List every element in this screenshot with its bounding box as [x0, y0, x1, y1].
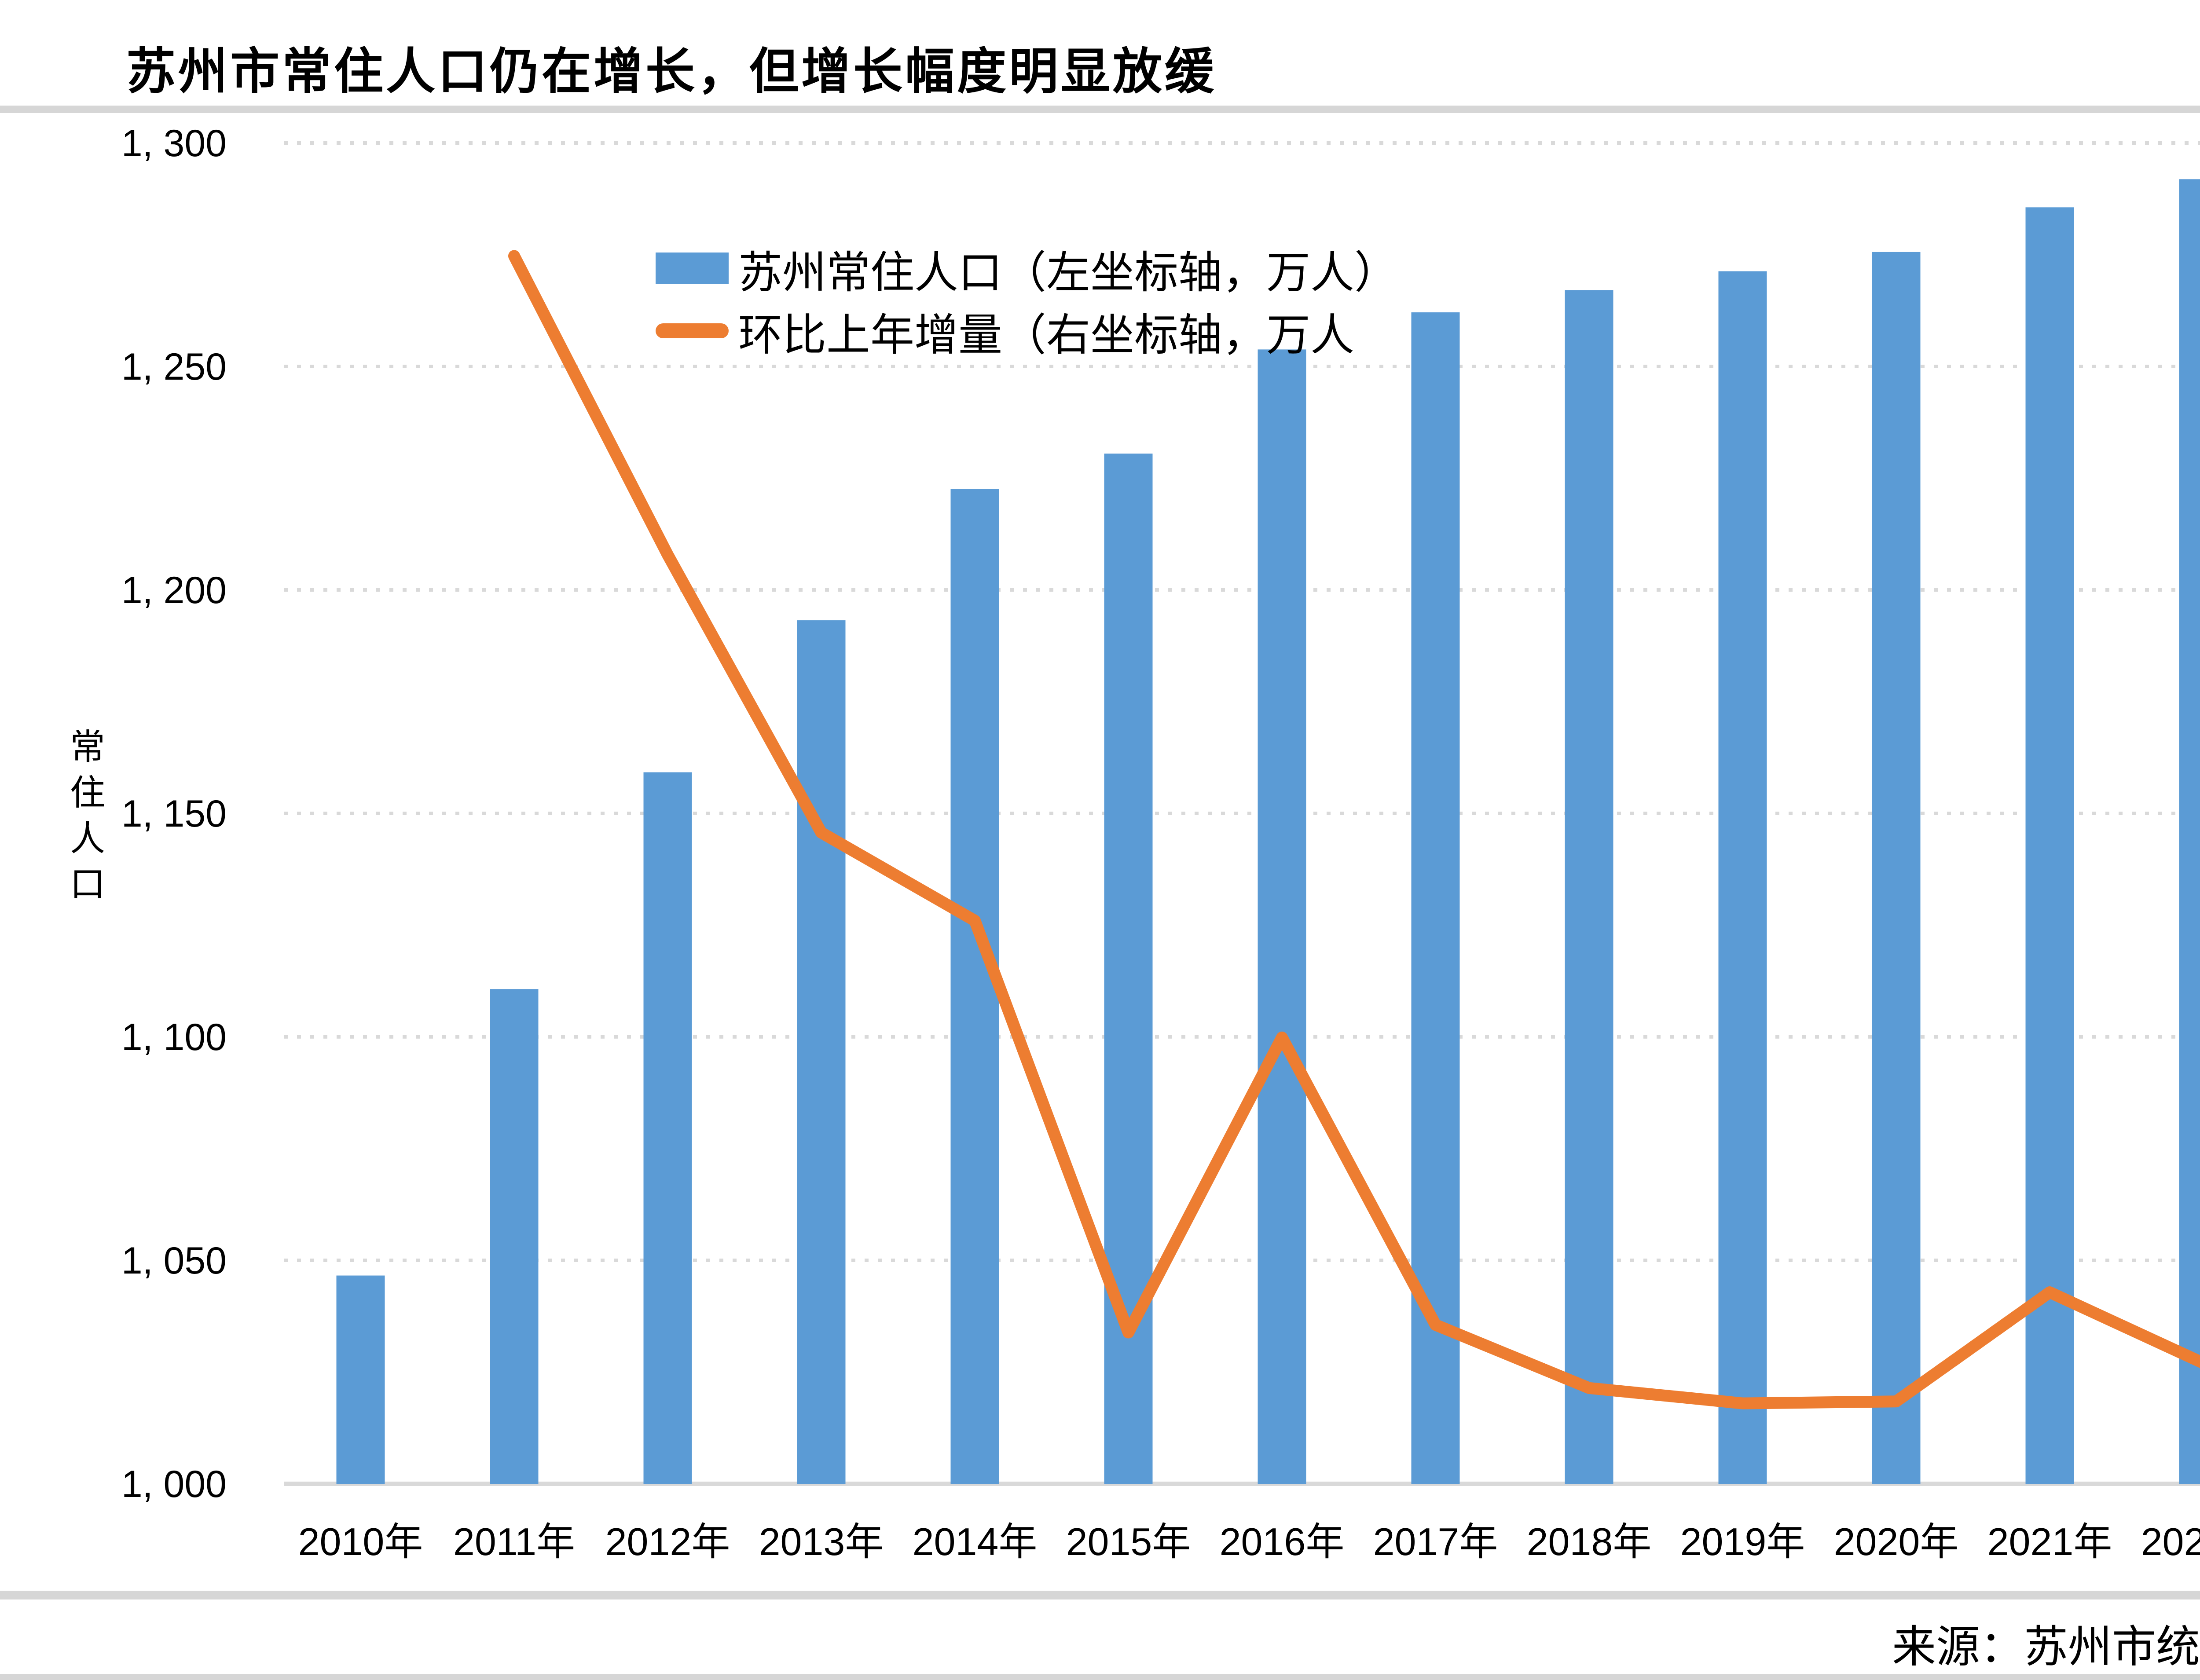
- x-axis-label: 2012年: [605, 1520, 730, 1563]
- x-axis-label: 2019年: [1680, 1520, 1805, 1563]
- left-axis-title: 常住人口: [65, 728, 103, 911]
- increment-line: [508, 250, 2200, 1409]
- bar-2013年: [797, 620, 846, 1484]
- legend-item-population: 苏州常住人口（左坐标轴，万人）: [656, 240, 1398, 297]
- legend-item-increment: 环比上年增量（右坐标轴，万人: [656, 302, 1398, 360]
- x-axis-label: 2014年: [913, 1520, 1038, 1563]
- x-axis-label: 2013年: [759, 1520, 884, 1563]
- bar-2011年: [490, 989, 539, 1484]
- bar-2014年: [950, 489, 999, 1484]
- bar-2019年: [1718, 271, 1767, 1484]
- x-axis-label: 2011年: [453, 1520, 575, 1563]
- bar-2022年: [2179, 179, 2200, 1484]
- x-axis-label: 2017年: [1373, 1520, 1498, 1563]
- bar-2021年: [2025, 207, 2074, 1484]
- left-axis-tick-label: 1, 250: [121, 346, 227, 388]
- bottom-divider-rule: [0, 1591, 2200, 1599]
- x-axis-label: 2020年: [1834, 1520, 1959, 1563]
- left-axis-tick-label: 1, 150: [121, 793, 227, 835]
- bar-2017年: [1411, 312, 1460, 1484]
- legend: 苏州常住人口（左坐标轴，万人） 环比上年增量（右坐标轴，万人: [656, 240, 1398, 365]
- legend-label-increment: 环比上年增量（右坐标轴，万人: [738, 311, 1354, 360]
- left-axis-tick-label: 1, 050: [121, 1240, 227, 1282]
- x-axis-label: 2015年: [1066, 1520, 1191, 1563]
- source-note: 来源：苏州市统计局、界面智库: [1892, 1623, 2200, 1672]
- x-axis-label: 2022年: [2141, 1520, 2200, 1563]
- bar-2018年: [1565, 290, 1613, 1484]
- left-axis-tick-label: 1, 200: [121, 569, 227, 611]
- bar-2016年: [1258, 349, 1306, 1484]
- legend-label-population: 苏州常住人口（左坐标轴，万人）: [738, 248, 1398, 297]
- bar-2012年: [643, 772, 692, 1484]
- chart-title: 苏州市常住人口仍在增长，但增长幅度明显放缓: [126, 45, 1217, 99]
- x-axis-label: 2016年: [1220, 1520, 1345, 1563]
- x-axis-label: 2018年: [1527, 1520, 1652, 1563]
- bar-2010年: [336, 1275, 385, 1484]
- left-axis-tick-label: 1, 300: [121, 122, 227, 165]
- top-divider-rule: [0, 106, 2200, 113]
- line-series-swatch-icon: [656, 323, 729, 338]
- bar-2020年: [1872, 252, 1921, 1484]
- left-axis-tick-label: 1, 100: [121, 1016, 227, 1058]
- left-axis-tick-label: 1, 000: [121, 1463, 227, 1505]
- bar-series-swatch-icon: [656, 253, 729, 284]
- x-axis-label: 2021年: [1987, 1520, 2112, 1563]
- bottom-edge-band: [0, 1674, 2200, 1680]
- x-axis-label: 2010年: [298, 1520, 423, 1563]
